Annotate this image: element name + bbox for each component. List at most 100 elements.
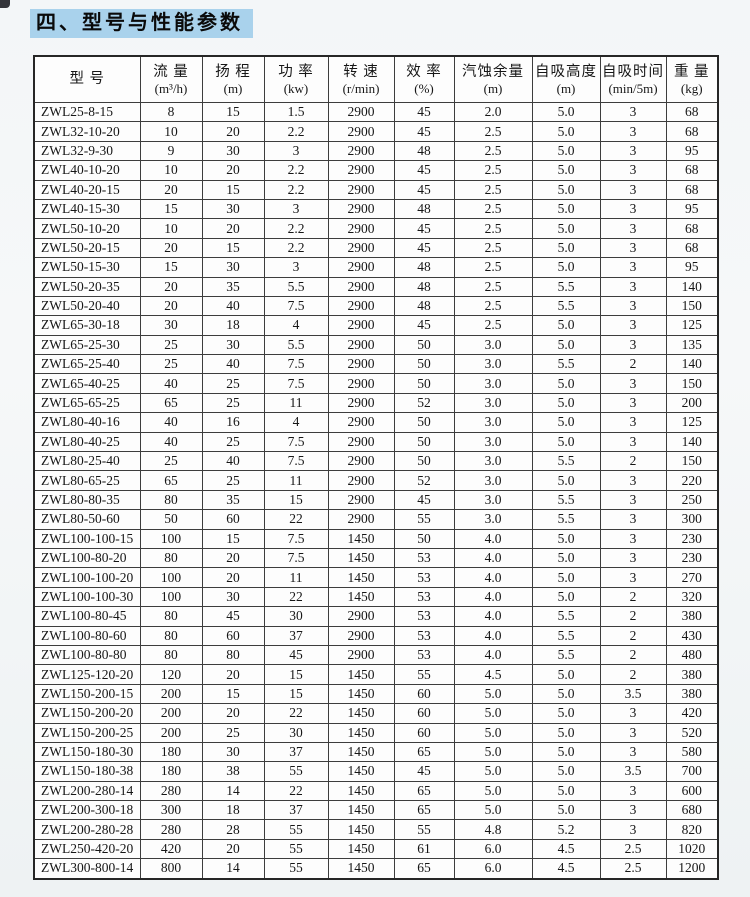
value-cell: 5.0 — [531, 800, 601, 821]
value-cell: 80 — [139, 489, 203, 511]
value-cell: 52 — [393, 392, 455, 414]
value-cell: 68 — [665, 237, 719, 259]
value-cell: 35 — [201, 489, 265, 511]
model-cell: ZWL125-120-20 — [33, 664, 141, 685]
value-cell: 65 — [393, 858, 455, 880]
model-cell: ZWL65-40-25 — [33, 373, 141, 394]
value-cell: 65 — [139, 470, 203, 491]
value-cell: 2 — [599, 664, 667, 685]
value-cell: 28 — [201, 819, 265, 840]
value-cell: 5.0 — [531, 703, 601, 724]
column-header: 重 量 (kg) — [665, 55, 719, 103]
value-cell: 3 — [599, 722, 667, 743]
value-cell: 25 — [139, 354, 203, 375]
table-row: ZWL50-20-40 20 40 7.5 2900 48 2.5 5.5 3 150 — [33, 295, 719, 317]
value-cell: 35 — [201, 276, 265, 297]
table-row: ZWL50-15-30 15 30 3 2900 48 2.5 5.0 3 95 — [33, 257, 719, 278]
value-cell: 50 — [393, 431, 455, 453]
value-cell: 16 — [201, 412, 265, 433]
value-cell: 5.0 — [453, 741, 533, 763]
model-cell: ZWL150-180-30 — [33, 741, 141, 763]
model-cell: ZWL200-300-18 — [33, 800, 141, 821]
value-cell: 2.2 — [263, 237, 329, 259]
value-cell: 280 — [139, 780, 203, 802]
value-cell: 5.0 — [453, 761, 533, 782]
value-cell: 15 — [201, 237, 265, 259]
value-cell: 5.0 — [453, 800, 533, 821]
value-cell: 7.5 — [263, 354, 329, 375]
table-row: ZWL100-100-30 100 30 22 1450 53 4.0 5.0 2 320 — [33, 586, 719, 608]
value-cell: 5.0 — [531, 334, 601, 356]
value-cell: 55 — [263, 838, 329, 860]
value-cell: 3.0 — [453, 392, 533, 414]
value-cell: 25 — [201, 431, 265, 453]
value-cell: 320 — [665, 586, 719, 608]
value-cell: 1450 — [327, 838, 395, 860]
value-cell: 2900 — [327, 101, 395, 123]
value-cell: 15 — [139, 257, 203, 278]
value-cell: 3 — [599, 257, 667, 278]
value-cell: 820 — [665, 819, 719, 840]
value-cell: 52 — [393, 470, 455, 491]
value-cell: 15 — [263, 489, 329, 511]
value-cell: 15 — [263, 683, 329, 705]
value-cell: 4.5 — [531, 858, 601, 880]
value-cell: 3 — [599, 334, 667, 356]
value-cell: 5.0 — [531, 140, 601, 162]
column-header: 汽蚀余量 (m) — [453, 55, 533, 103]
value-cell: 3 — [599, 431, 667, 453]
value-cell: 68 — [665, 160, 719, 181]
value-cell: 1450 — [327, 528, 395, 549]
value-cell: 3 — [599, 509, 667, 530]
value-cell: 2900 — [327, 489, 395, 511]
value-cell: 2.5 — [453, 160, 533, 181]
value-cell: 5.0 — [531, 218, 601, 239]
value-cell: 50 — [393, 354, 455, 375]
value-cell: 5.0 — [453, 683, 533, 705]
value-cell: 3 — [599, 315, 667, 336]
value-cell: 1450 — [327, 819, 395, 840]
value-cell: 100 — [139, 586, 203, 608]
value-cell: 8 — [139, 101, 203, 123]
column-header-unit: (min/5m) — [608, 80, 658, 96]
value-cell: 20 — [201, 567, 265, 588]
value-cell: 2.0 — [453, 101, 533, 123]
value-cell: 45 — [393, 218, 455, 239]
value-cell: 80 — [139, 606, 203, 627]
value-cell: 2.5 — [599, 838, 667, 860]
column-header: 转 速 (r/min) — [327, 55, 395, 103]
value-cell: 4 — [263, 315, 329, 336]
table-row: ZWL80-25-40 25 40 7.5 2900 50 3.0 5.5 2 150 — [33, 451, 719, 472]
model-cell: ZWL80-80-35 — [33, 489, 141, 511]
column-header: 自吸时间 (min/5m) — [599, 55, 667, 103]
value-cell: 3 — [599, 567, 667, 588]
table-row: ZWL150-200-25 200 25 30 1450 60 5.0 5.0 3 520 — [33, 722, 719, 743]
value-cell: 1450 — [327, 547, 395, 569]
value-cell: 15 — [201, 101, 265, 123]
value-cell: 2.2 — [263, 218, 329, 239]
value-cell: 3 — [599, 373, 667, 394]
value-cell: 7.5 — [263, 431, 329, 453]
value-cell: 5.0 — [531, 392, 601, 414]
model-cell: ZWL100-100-15 — [33, 528, 141, 549]
value-cell: 80 — [201, 644, 265, 666]
value-cell: 3 — [599, 140, 667, 162]
value-cell: 45 — [393, 237, 455, 259]
value-cell: 55 — [393, 664, 455, 685]
column-header-unit: (m³/h) — [154, 80, 188, 96]
value-cell: 30 — [201, 741, 265, 763]
value-cell: 30 — [263, 722, 329, 743]
value-cell: 2900 — [327, 218, 395, 239]
value-cell: 2900 — [327, 334, 395, 356]
model-cell: ZWL100-100-20 — [33, 567, 141, 588]
value-cell: 22 — [263, 586, 329, 608]
value-cell: 3 — [599, 198, 667, 220]
column-header-unit: (kw) — [283, 80, 309, 96]
value-cell: 2900 — [327, 644, 395, 666]
value-cell: 3.5 — [599, 683, 667, 705]
value-cell: 680 — [665, 800, 719, 821]
value-cell: 4.5 — [453, 664, 533, 685]
value-cell: 3 — [599, 392, 667, 414]
value-cell: 20 — [139, 295, 203, 317]
value-cell: 25 — [201, 470, 265, 491]
